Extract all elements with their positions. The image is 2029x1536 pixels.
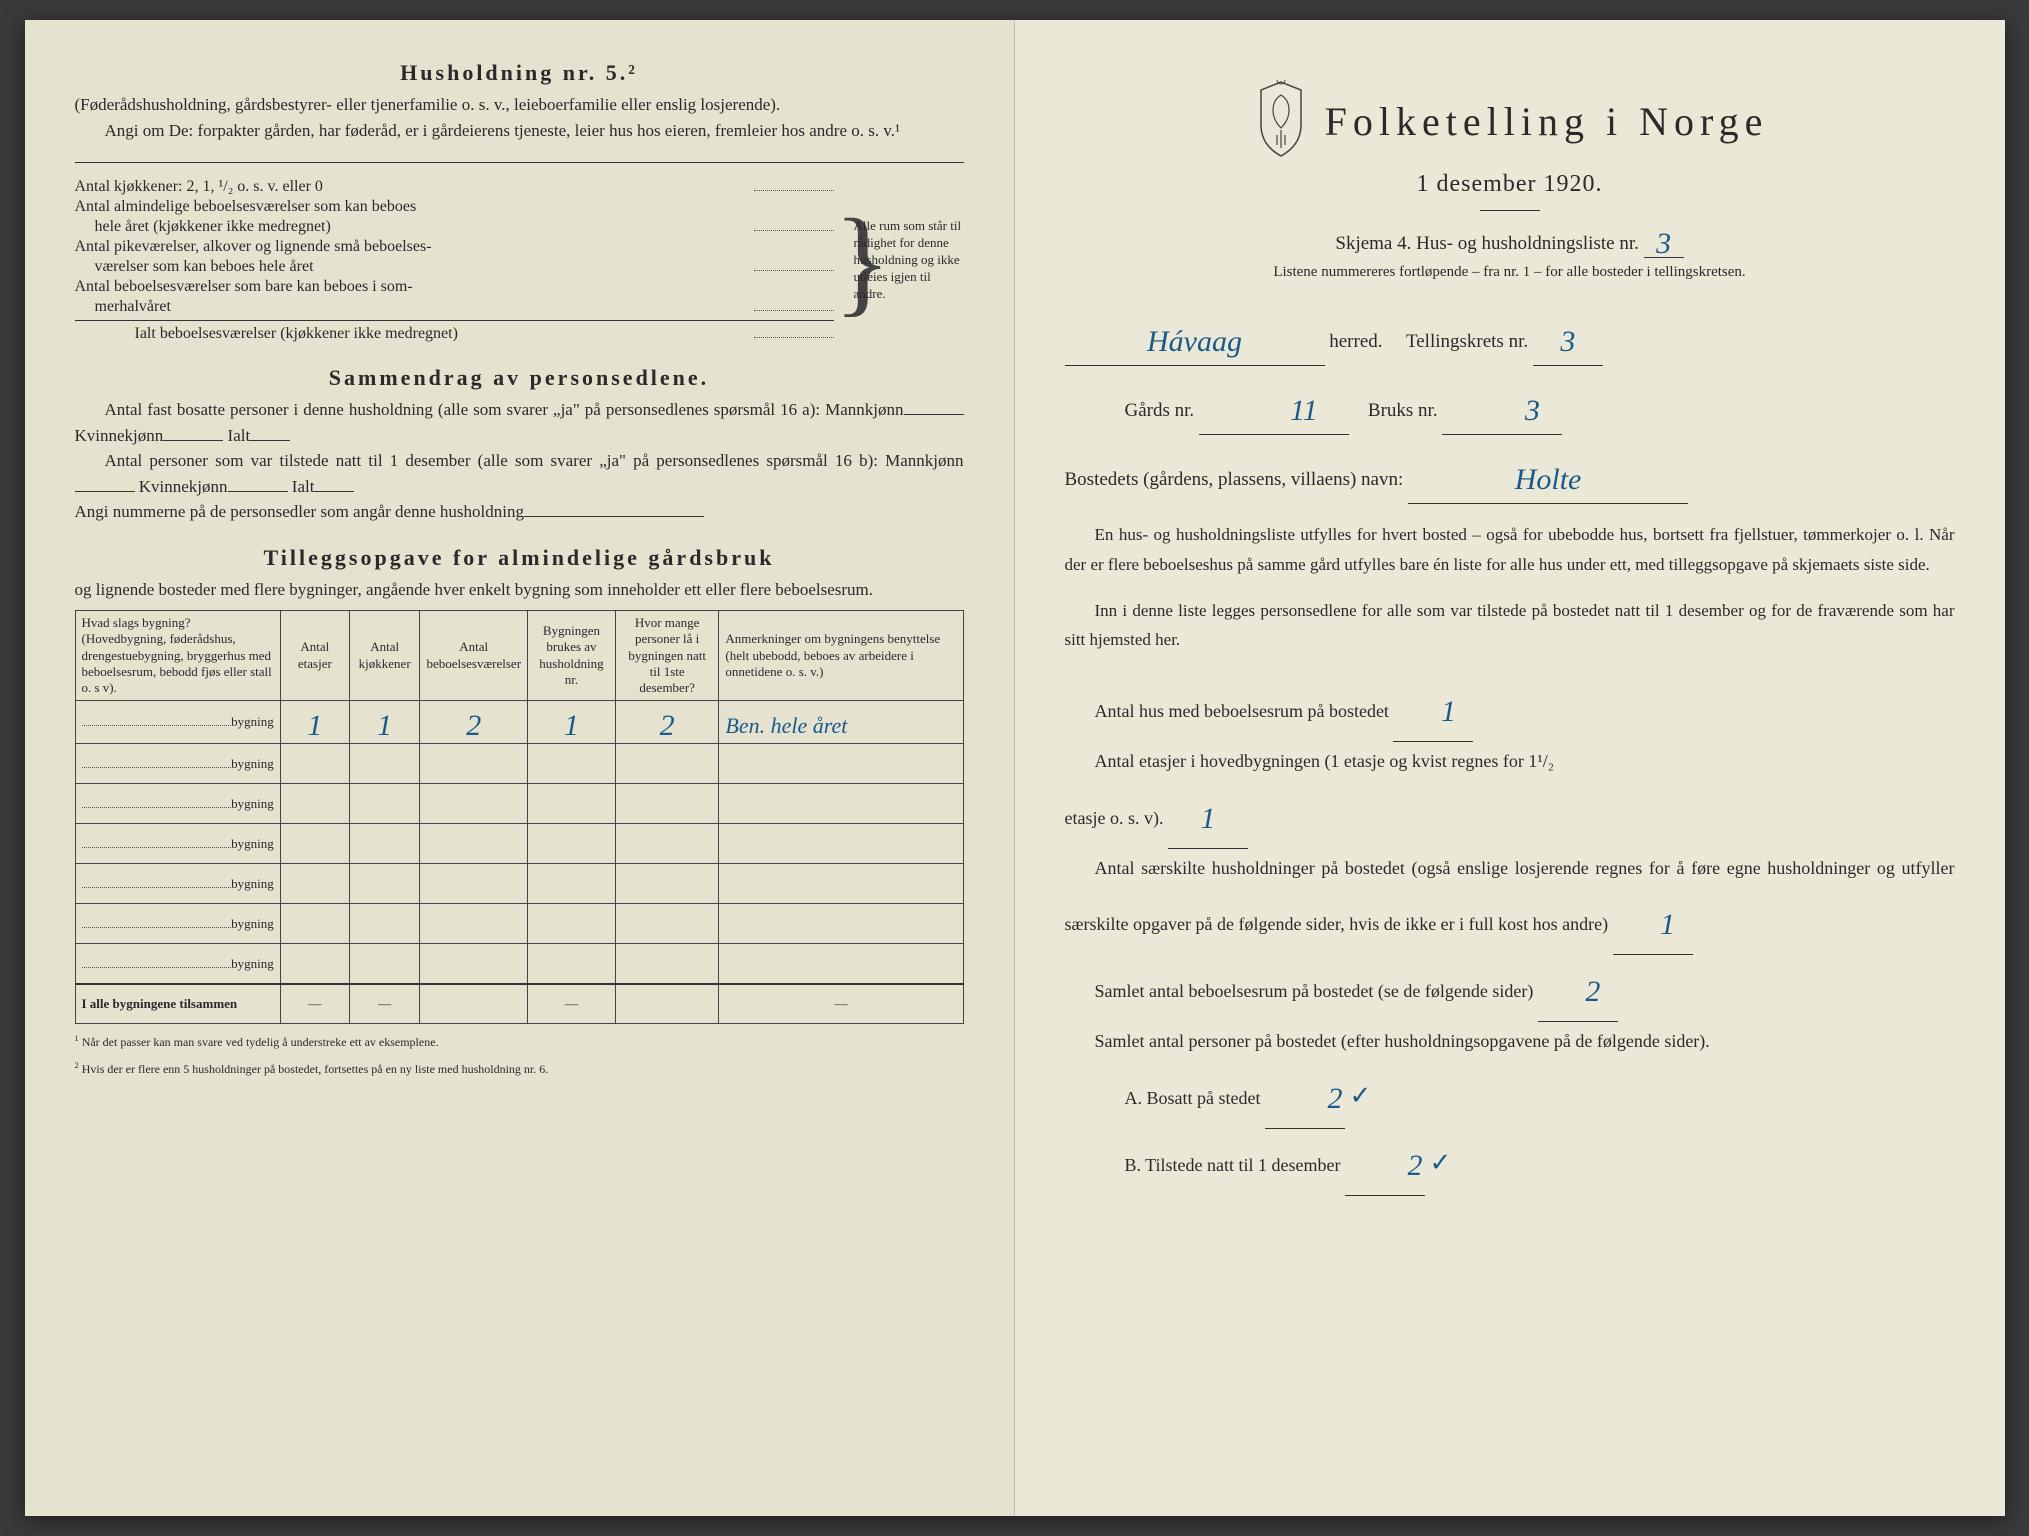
row-kitchens: Antal kjøkkener: 2, 1, ¹/₂ o. s. v. elle… xyxy=(75,178,754,196)
summary-p1: Antal fast bosatte personer i denne hush… xyxy=(75,397,964,448)
title-block: Folketelling i Norge 1 desember 1920. Sk… xyxy=(1065,80,1955,281)
table-row: bygning xyxy=(75,744,963,784)
gard-row: Gårds nr. 11 Bruks nr. 3 xyxy=(1065,380,1955,435)
cell-floors: 1 xyxy=(307,709,322,742)
row-r3a: Antal pikeværelser, alkover og lignende … xyxy=(75,238,834,256)
table-row: bygning xyxy=(75,824,963,864)
stat-houses: Antal hus med beboelsesrum på bostedet 1 xyxy=(1065,675,1955,742)
table-row: bygning 1 1 2 1 2 Ben. hele året xyxy=(75,701,963,744)
para-1: (Føderådshusholdning, gårdsbestyrer- ell… xyxy=(75,92,964,118)
th-persons: Hvor mange personer lå i bygningen natt … xyxy=(615,611,719,701)
building-tbody: bygning 1 1 2 1 2 Ben. hele året bygning… xyxy=(75,701,963,1024)
summary-heading: Sammendrag av personsedlene. xyxy=(75,365,964,391)
supplement-sub: og lignende bosteder med flere bygninger… xyxy=(75,577,964,603)
th-rooms: Antal beboelsesværelser xyxy=(420,611,528,701)
row-total: Ialt beboelsesværelser (kjøkkener ikke m… xyxy=(75,325,754,343)
household-heading: Husholdning nr. 5.² xyxy=(75,60,964,86)
row-r4a: Antal beboelsesværelser som bare kan beb… xyxy=(75,278,834,296)
bruks-value: 3 xyxy=(1525,394,1540,427)
curly-bracket: } xyxy=(834,176,854,345)
coat-of-arms-icon xyxy=(1251,80,1311,163)
cell-notes: Ben. hele året xyxy=(725,713,847,738)
main-title: Folketelling i Norge xyxy=(1325,98,1769,145)
cell-persons: 2 xyxy=(660,709,675,742)
instruction-p1: En hus- og husholdningsliste utfylles fo… xyxy=(1065,520,1955,580)
th-kitchens: Antal kjøkkener xyxy=(349,611,420,701)
th-household: Bygningen brukes av husholdning nr. xyxy=(528,611,616,701)
stat-rooms: Samlet antal beboelsesrum på bostedet (s… xyxy=(1065,955,1955,1022)
krets-value: 3 xyxy=(1560,325,1575,358)
stat-b: B. Tilstede natt til 1 desember 2 ✓ xyxy=(1065,1129,1955,1196)
herred-row: Hávaag herred. Tellingskrets nr. 3 xyxy=(1065,311,1955,366)
table-row-total: I alle bygningene tilsammen ———— xyxy=(75,984,963,1024)
stat-a: A. Bosatt på stedet 2 ✓ xyxy=(1065,1062,1955,1129)
left-page: Husholdning nr. 5.² (Føderådshusholdning… xyxy=(25,20,1015,1516)
bosted-value: Holte xyxy=(1515,463,1582,496)
gard-value: 11 xyxy=(1290,394,1318,427)
divider-line xyxy=(75,147,964,163)
building-table: Hvad slags bygning? (Hovedbygning, føder… xyxy=(75,610,964,1024)
cell-rooms: 2 xyxy=(466,709,481,742)
list-note: Listene nummereres fortløpende – fra nr.… xyxy=(1065,264,1955,281)
title-divider xyxy=(1480,210,1540,211)
para-2: Angi om De: forpakter gården, har føderå… xyxy=(75,118,964,144)
summary-p2: Antal personer som var tilstede natt til… xyxy=(75,448,964,499)
cell-kitchens: 1 xyxy=(377,709,392,742)
footnote-2: 2 Hvis der er flere enn 5 husholdninger … xyxy=(75,1061,964,1078)
table-row: bygning xyxy=(75,944,963,984)
supplement-heading: Tilleggsopgave for almindelige gårdsbruk xyxy=(75,545,964,571)
room-count-block: Antal kjøkkener: 2, 1, ¹/₂ o. s. v. elle… xyxy=(75,176,964,345)
document-spread: Husholdning nr. 5.² (Føderådshusholdning… xyxy=(25,20,2005,1516)
summary-p3: Angi nummerne på de personsedler som ang… xyxy=(75,499,964,525)
bracket-note: Alle rum som står til rådighet for denne… xyxy=(854,176,964,345)
check-icon: ✓ xyxy=(1349,1081,1371,1110)
th-notes: Anmerkninger om bygningens benyttelse (h… xyxy=(719,611,963,701)
herred-value: Hávaag xyxy=(1147,325,1242,358)
stat-persons: Samlet antal personer på bostedet (efter… xyxy=(1065,1022,1955,1062)
census-date: 1 desember 1920. xyxy=(1065,171,1955,198)
row-r3b: værelser som kan beboes hele året xyxy=(75,258,754,276)
cell-household: 1 xyxy=(564,709,579,742)
stat-floors-b: etasje o. s. v). 1 xyxy=(1065,782,1955,849)
check-icon: ✓ xyxy=(1430,1148,1452,1177)
th-type: Hvad slags bygning? (Hovedbygning, føder… xyxy=(75,611,280,701)
row-r4b: merhalvåret xyxy=(75,298,754,316)
bosted-row: Bostedets (gårdens, plassens, villaens) … xyxy=(1065,449,1955,504)
stat-households: Antal særskilte husholdninger på bostede… xyxy=(1065,849,1955,956)
table-row: bygning xyxy=(75,864,963,904)
schema-line: Skjema 4. Hus- og husholdningsliste nr. … xyxy=(1065,223,1955,258)
row-r2a: Antal almindelige beboelsesværelser som … xyxy=(75,198,834,216)
table-row: bygning xyxy=(75,784,963,824)
th-floors: Antal etasjer xyxy=(280,611,349,701)
right-page: Folketelling i Norge 1 desember 1920. Sk… xyxy=(1015,20,2005,1516)
footnote-1: 1 Når det passer kan man svare ved tydel… xyxy=(75,1034,964,1051)
instruction-p2: Inn i denne liste legges personsedlene f… xyxy=(1065,596,1955,656)
stat-floors-a: Antal etasjer i hovedbygningen (1 etasje… xyxy=(1065,742,1955,782)
row-r2b: hele året (kjøkkener ikke medregnet) xyxy=(75,218,754,236)
table-row: bygning xyxy=(75,904,963,944)
